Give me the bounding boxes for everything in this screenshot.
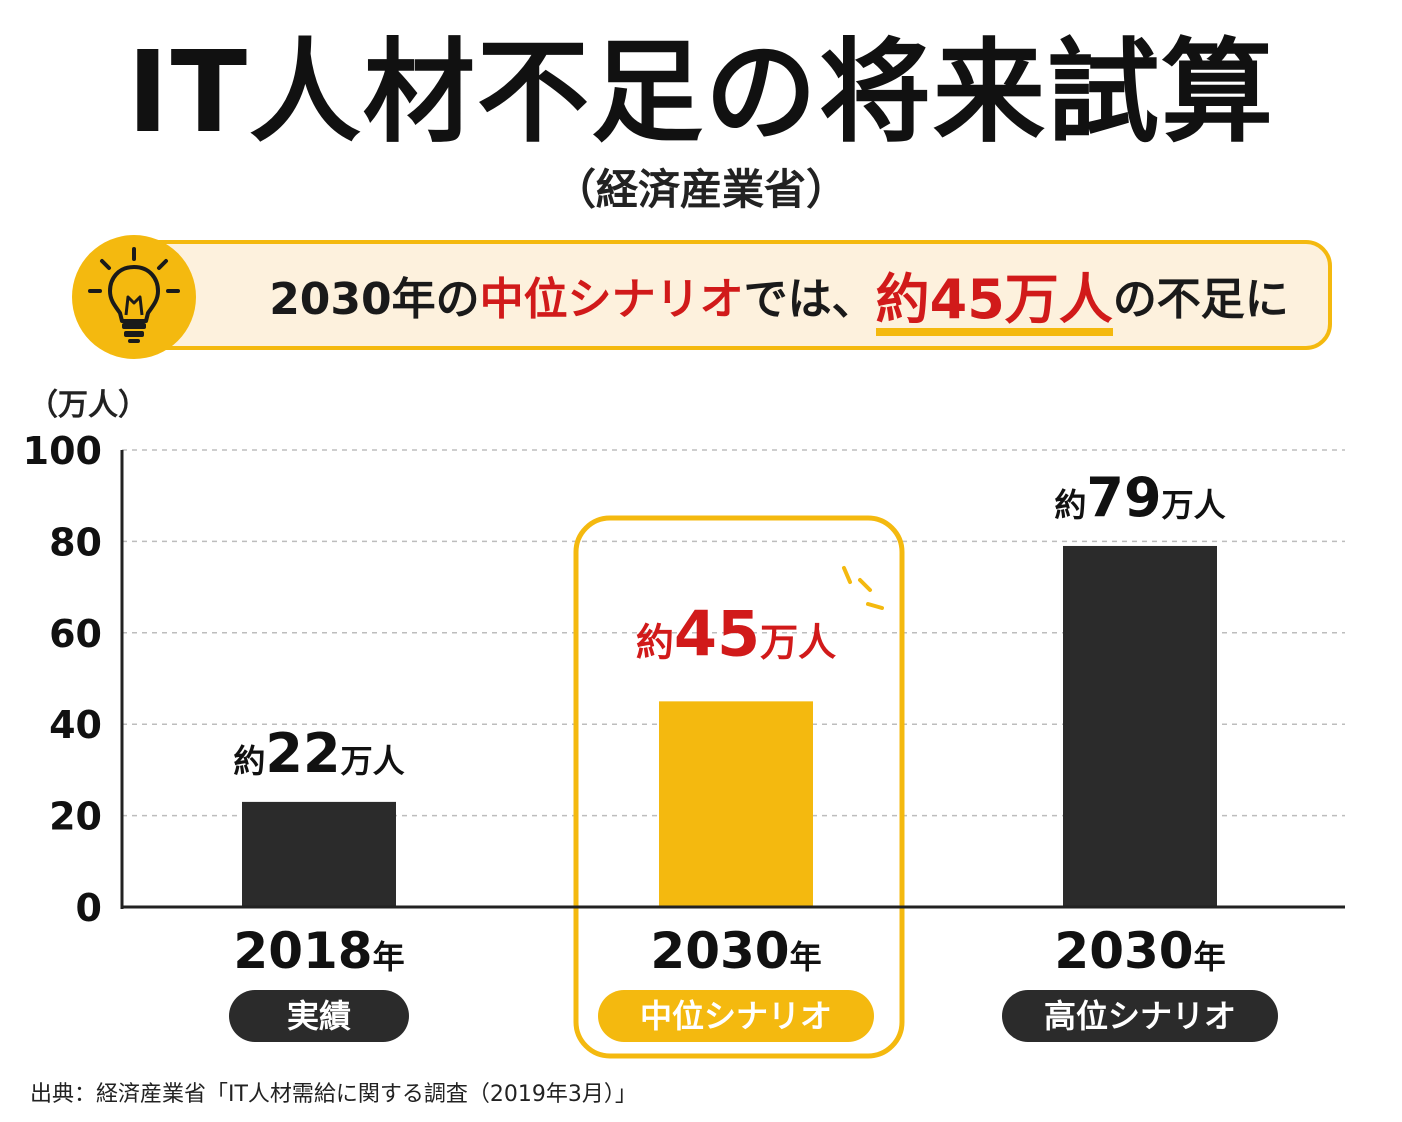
sparkle-icon [842,566,884,610]
y-axis-unit-label: （万人） [28,388,148,423]
y-tick-label: 40 [49,703,102,747]
banner-text-shortage: 約45万人 [875,254,1113,336]
bar-2 [659,701,813,907]
scenario-label: 高位シナリオ [1044,997,1236,1035]
y-tick-label: 0 [76,886,102,930]
x-category-year: 2018年 [233,922,404,980]
scenario-pill [598,990,874,1042]
x-category-year: 2030年 [1054,922,1225,980]
scenario-label: 中位シナリオ [640,997,832,1035]
banner-text: 2030年の 中位シナリオ では、 約45万人 の不足に [234,244,1324,346]
bar-value-label: 約22万人 [233,722,404,785]
bar-value-label: 約45万人 [636,597,836,670]
y-tick-label: 100 [23,429,102,473]
bar-value-unit: 万人 [760,620,836,664]
bar-value-prefix: 約 [1054,486,1086,524]
scenario-label: 実績 [287,997,351,1035]
bar-value-number: 22 [265,722,340,785]
summary-banner: 2030年の 中位シナリオ では、 約45万人 の不足に [108,240,1332,350]
bar-value-number: 79 [1086,466,1161,529]
x-category-year: 2030年 [650,922,821,980]
page-subtitle: （経済産業省） [553,165,848,214]
bar-value-label: 約79万人 [1054,466,1225,529]
bar-value-prefix: 約 [636,620,674,664]
y-tick-label: 20 [49,795,102,839]
bar-value-unit: 万人 [341,742,405,780]
page-title: IT人材不足の将来試算 [126,28,1276,158]
y-tick-label: 80 [49,520,102,564]
banner-text-part5: の不足に [1112,274,1289,325]
bar-value-number: 45 [674,597,760,670]
scenario-pill [1002,990,1278,1042]
banner-text-part3: では、 [743,274,876,325]
bar-3 [1063,545,1217,907]
banner-text-scenario: 中位シナリオ [479,274,744,325]
y-tick-label: 60 [49,612,102,656]
bar-value-prefix: 約 [233,742,265,780]
source-note: 出典：経済産業省「IT人材需給に関する調査（2019年3月）」 [30,1082,637,1107]
banner-text-part1: 2030年の [269,274,480,325]
bar-value-unit: 万人 [1162,486,1226,524]
scenario-pill [229,990,409,1042]
bar-1 [242,801,396,907]
highlight-frame [573,515,905,1059]
lightbulb-icon [72,235,196,359]
